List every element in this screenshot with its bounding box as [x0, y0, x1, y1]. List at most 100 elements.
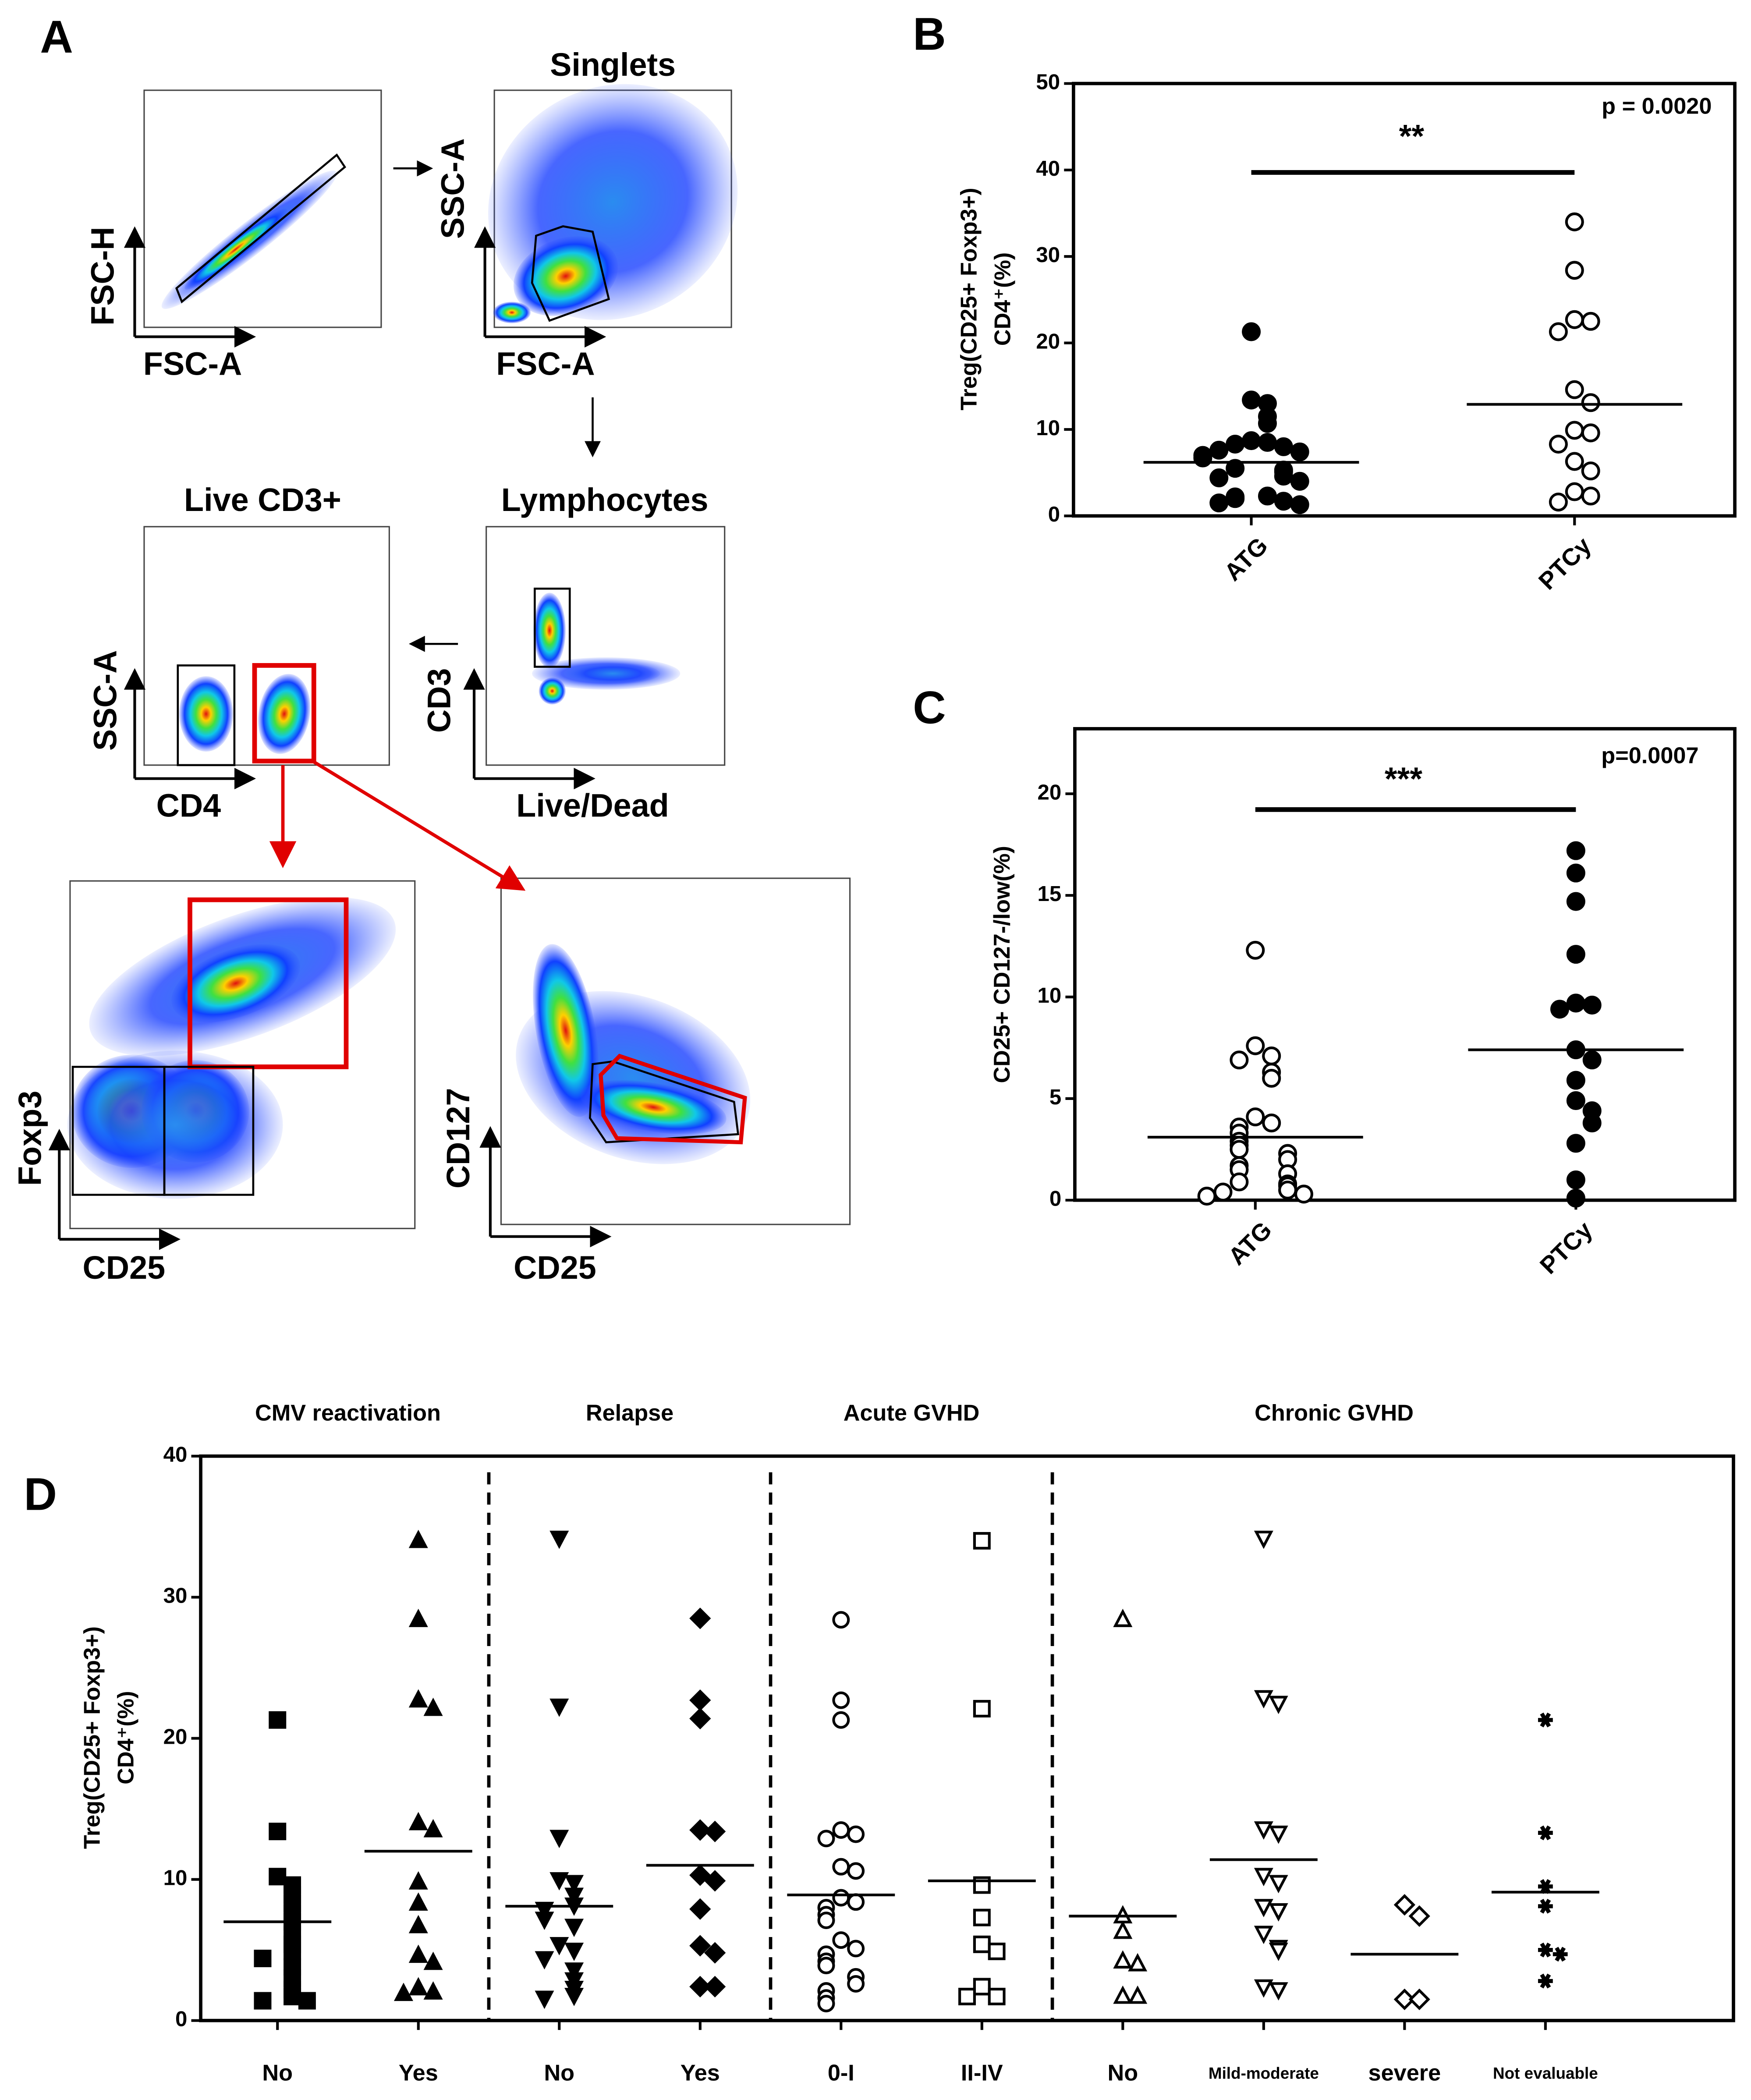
- y-axis-label: FSC-H: [84, 227, 121, 325]
- data-point: [832, 1889, 850, 1907]
- data-point: [832, 1858, 850, 1876]
- plot-frame: [1073, 727, 1737, 1202]
- y-tick-label: 0: [1048, 502, 1060, 526]
- x-tick-label: II-IV: [961, 2060, 1003, 2086]
- x-axis-label: Live/Dead: [516, 788, 669, 824]
- data-point: [1549, 434, 1568, 454]
- data-point: [1274, 466, 1293, 486]
- data-point: [689, 1935, 711, 1957]
- data-point: [1209, 493, 1229, 513]
- x-axis-label: FSC-A: [143, 346, 242, 382]
- data-point: [564, 1943, 584, 1961]
- data-point: [1269, 1982, 1288, 2001]
- data-point: [1566, 1188, 1585, 1208]
- data-point: [1565, 482, 1584, 501]
- data-point: [1294, 1185, 1313, 1204]
- density-plot: [67, 880, 416, 1229]
- data-point: [1258, 414, 1277, 433]
- data-point: [1213, 1182, 1233, 1202]
- data-point: [1566, 863, 1585, 883]
- data-point: [423, 1819, 443, 1838]
- group-header: Relapse: [586, 1400, 673, 1426]
- data-point: [689, 1707, 711, 1730]
- data-point: [284, 1987, 301, 2005]
- data-point: [1581, 486, 1600, 506]
- x-tick-label: Yes: [681, 2060, 720, 2086]
- x-axis-label: FSC-A: [496, 346, 595, 382]
- data-point: [1209, 440, 1229, 460]
- data-point: [564, 1887, 584, 1906]
- data-point: [1254, 1530, 1273, 1549]
- y-tick-label: 0: [1049, 1187, 1061, 1211]
- data-point: [1113, 1920, 1133, 1939]
- y-tick-label: 20: [163, 1725, 188, 1749]
- data-point: [535, 1951, 554, 1970]
- plot-title: Singlets: [550, 46, 676, 83]
- data-point: [1226, 459, 1245, 478]
- y-tick-label: 40: [1036, 156, 1060, 181]
- data-point: [973, 1532, 991, 1550]
- data-point: [1566, 841, 1585, 860]
- y-tick-label: 5: [1049, 1085, 1061, 1109]
- data-point: [1246, 1036, 1265, 1055]
- data-point: [1230, 1172, 1249, 1192]
- data-point: [549, 1699, 569, 1717]
- data-point: [689, 1898, 711, 1920]
- data-point: [1538, 1942, 1553, 1958]
- data-point: [1565, 421, 1584, 440]
- x-tick-label: severe: [1368, 2060, 1441, 2086]
- data-point: [1262, 1113, 1281, 1133]
- gate: [177, 664, 236, 766]
- data-point: [1582, 1050, 1602, 1070]
- cell-density: [493, 302, 531, 323]
- data-point: [1197, 1186, 1216, 1206]
- y-tick-label: 0: [175, 2007, 187, 2031]
- data-point: [832, 1691, 850, 1709]
- data-point: [564, 1972, 584, 1991]
- x-tick-label: Not evaluable: [1493, 2064, 1598, 2082]
- data-point: [1565, 310, 1584, 329]
- data-point: [1269, 1825, 1288, 1844]
- data-point: [1262, 1068, 1281, 1088]
- data-point: [1226, 434, 1245, 454]
- data-point: [1565, 380, 1584, 399]
- gate: [188, 897, 349, 1069]
- data-point: [549, 1830, 569, 1848]
- plot-title: Live CD3+: [184, 482, 341, 518]
- data-point: [1128, 1985, 1148, 2004]
- data-point: [832, 1611, 850, 1629]
- y-tick-label: 10: [1036, 416, 1060, 440]
- data-point: [1565, 452, 1584, 471]
- data-point: [1393, 1894, 1416, 1916]
- data-point: [988, 1942, 1006, 1960]
- data-point: [1242, 431, 1261, 451]
- data-point: [1230, 1140, 1249, 1159]
- panel-label: C: [913, 682, 946, 734]
- data-point: [1538, 1825, 1553, 1841]
- data-point: [1565, 212, 1584, 231]
- y-axis-label: CD4⁺(%): [113, 1691, 138, 1784]
- data-point: [1269, 1903, 1288, 1922]
- data-point: [973, 1935, 991, 1953]
- data-point: [1262, 1046, 1281, 1066]
- flow-arrow: [312, 759, 526, 891]
- y-axis-label: CD4⁺(%): [990, 252, 1015, 346]
- data-point: [408, 1689, 428, 1708]
- data-point: [1254, 1979, 1273, 1998]
- y-tick-label: 15: [1037, 882, 1061, 906]
- data-point: [1566, 892, 1585, 911]
- cell-density: [258, 674, 311, 754]
- x-tick-label: No: [544, 2060, 574, 2086]
- data-point: [1254, 1690, 1273, 1709]
- data-point: [973, 1700, 991, 1718]
- x-axis-label: CD25: [514, 1249, 596, 1286]
- data-point: [832, 1931, 850, 1949]
- data-point: [1581, 393, 1600, 412]
- data-point: [1242, 322, 1261, 341]
- gate: [534, 587, 571, 668]
- x-tick-label: Yes: [399, 2060, 438, 2086]
- x-axis-label: CD25: [83, 1249, 166, 1286]
- data-point: [847, 1975, 865, 1993]
- p-value: p=0.0007: [1601, 743, 1698, 768]
- density-plot: [143, 526, 390, 766]
